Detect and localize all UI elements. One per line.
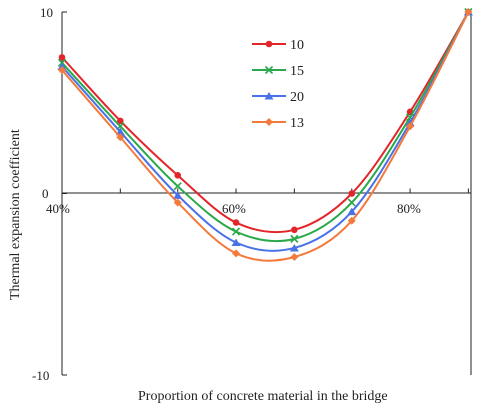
legend-marker-15 (264, 65, 274, 75)
data-point-13-2 (173, 198, 182, 207)
data-point-13-0 (58, 66, 66, 75)
data-point-13-6 (406, 122, 415, 131)
data-point-13-1 (116, 133, 125, 142)
data-point-15-5 (347, 198, 356, 207)
legend-marker-10 (265, 40, 273, 48)
data-point-13-7 (464, 8, 473, 16)
y-tick-label-10: 10 (40, 5, 53, 20)
legend-item-13: 13 (252, 116, 304, 131)
legend-label-13: 13 (290, 116, 304, 131)
data-point-13-3 (232, 249, 241, 258)
x-tick-label-60: 60% (222, 201, 246, 216)
data-point-10-0 (58, 54, 66, 61)
data-point-20-5 (347, 207, 357, 216)
data-point-10-5 (348, 190, 356, 197)
legend-label-10: 10 (290, 38, 304, 53)
legend-item-15: 15 (252, 64, 304, 79)
data-point-10-4 (291, 226, 298, 234)
series-layer (57, 7, 473, 262)
data-point-15-3 (231, 227, 241, 236)
legend-label-20: 20 (290, 90, 304, 105)
data-point-10-2 (174, 172, 182, 179)
x-tick-label-40: 40% (46, 201, 70, 216)
y-tick-label-neg10: -10 (32, 368, 49, 383)
y-axis-title: Thermal expansion coefficient (8, 129, 23, 300)
x-tick-label-80: 80% (397, 201, 421, 216)
legend-label-15: 15 (290, 64, 304, 79)
data-point-20-2 (173, 191, 183, 199)
data-point-13-4 (290, 253, 299, 262)
legend-marker-13 (265, 118, 273, 126)
data-point-20-3 (231, 238, 241, 247)
data-point-10-1 (117, 117, 124, 125)
data-point-10-3 (232, 219, 240, 226)
data-point-20-4 (289, 243, 299, 252)
data-point-13-5 (347, 216, 356, 225)
data-point-15-4 (290, 234, 299, 243)
legend-item-10: 10 (252, 38, 304, 53)
legend-item-20: 20 (252, 90, 304, 105)
legend: 10 15 20 13 (252, 38, 304, 131)
legend-marker-20 (264, 92, 274, 100)
y-tick-label-0: 0 (42, 186, 49, 201)
x-axis-title: Proportion of concrete material in the b… (138, 389, 388, 404)
data-point-15-2 (173, 182, 182, 191)
